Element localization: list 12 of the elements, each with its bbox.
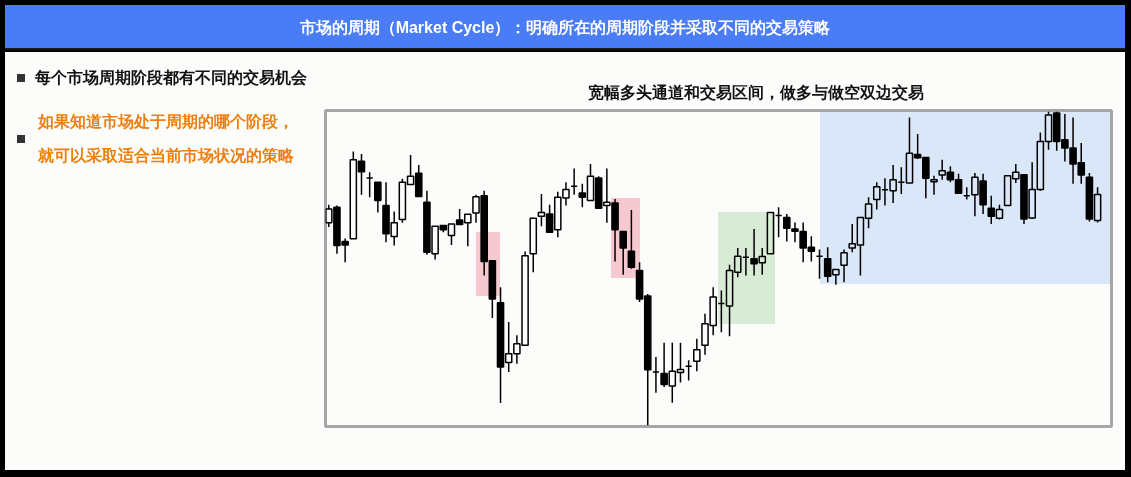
text: 如果知道市场处于周期的哪个阶段，就可以采取适合当前市场状况的策略	[38, 112, 295, 166]
candlestick	[782, 213, 791, 243]
text: 每个市场周期阶段都有不同的交易机会	[35, 68, 307, 88]
candlestick	[374, 181, 382, 214]
candlestick	[930, 174, 938, 196]
chart-subtitle: 宽幅多头通道和交易区间，做多与做空双边交易	[588, 84, 924, 101]
candlestick	[619, 230, 628, 276]
candlestick	[529, 217, 538, 274]
chart-title: 市场的周期（Market Cycle）：明确所在的周期阶段并采取不同的交易策略	[299, 19, 831, 36]
candlestick	[840, 248, 848, 284]
candlestick	[693, 337, 701, 373]
candlestick	[627, 209, 636, 270]
